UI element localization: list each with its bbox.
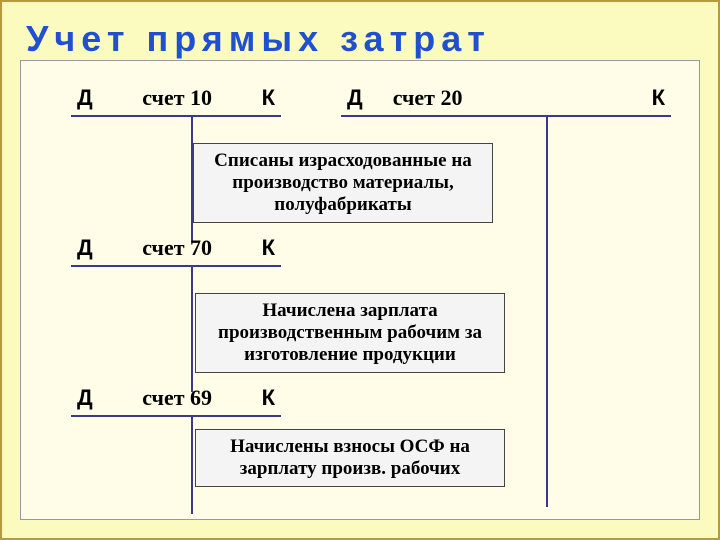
credit-label: К: [262, 385, 275, 411]
credit-label: К: [262, 85, 275, 111]
t-vertical: [191, 267, 193, 392]
debit-label: Д: [77, 85, 93, 111]
entry-osf: Начислены взносы ОСФ на зарплату произв.…: [195, 429, 505, 487]
t-account-70: Д счет 70 К: [71, 235, 281, 267]
entry-materials: Списаны израсходованные на производство …: [193, 143, 493, 223]
t-account-69: Д счет 69 К: [71, 385, 281, 417]
t-account-20: Д счет 20 К: [341, 85, 671, 117]
t-vertical: [191, 417, 193, 514]
diagram-canvas: Д счет 10 К Д счет 20 К Д счет 70 К Д сч…: [20, 60, 700, 520]
debit-label: Д: [77, 235, 93, 261]
account-title: счет 70: [93, 235, 262, 261]
account-title: счет 10: [93, 85, 262, 111]
debit-label: Д: [77, 385, 93, 411]
account-title: счет 20: [363, 85, 652, 111]
debit-label: Д: [347, 85, 363, 111]
account-title: счет 69: [93, 385, 262, 411]
credit-label: К: [262, 235, 275, 261]
entry-salary: Начислена зарплата производственным рабо…: [195, 293, 505, 373]
t-account-10: Д счет 10 К: [71, 85, 281, 117]
diagram-title: Учет прямых затрат: [0, 0, 720, 60]
credit-label: К: [652, 85, 665, 111]
t-vertical: [546, 117, 548, 507]
